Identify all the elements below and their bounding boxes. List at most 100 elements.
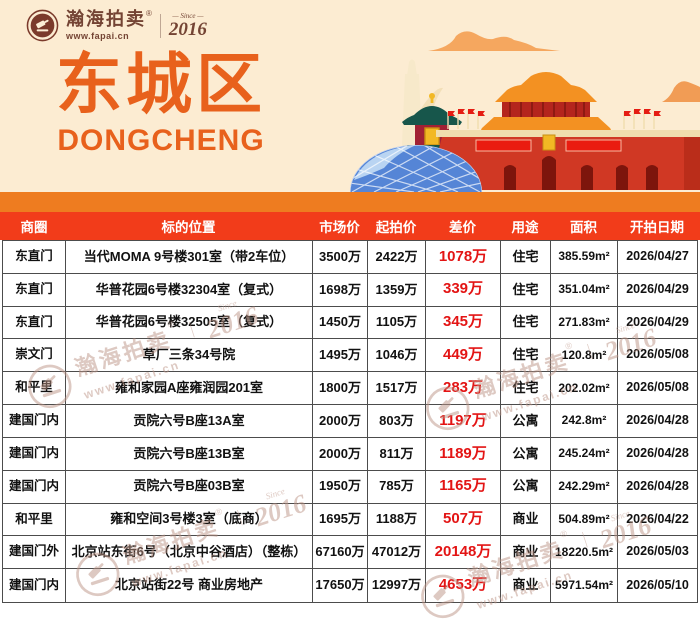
cell-auction-date: 2026/04/28 (617, 405, 697, 437)
cell-area: 385.59m² (550, 241, 617, 273)
cell-use: 住宅 (500, 372, 550, 405)
cell-area: 242.8m² (550, 405, 617, 437)
cell-price-gap: 345万 (425, 306, 500, 339)
table-row: 和平里 雍和家园A座雍润园201室 1800万 1517万 283万 住宅 202.02m²… (3, 372, 697, 406)
cell-district: 建国门内 (8, 445, 59, 460)
cell-auction-date: 2026/05/08 (617, 372, 697, 405)
column-header-auction-date: 开拍日期 (630, 220, 684, 235)
cell-starting-price: 803万 (367, 405, 425, 437)
tiananmen-icon (428, 72, 700, 190)
auction-table: 商圈 标的位置 市场价 起拍价 差价 用途 面积 开拍日期 东直门 当代MOMA 9号楼301室… (0, 212, 700, 603)
district-title-block: 东城区 DONGCHENG (36, 47, 286, 158)
cell-use: 住宅 (500, 273, 550, 306)
cell-starting-price: 1517万 (367, 372, 425, 405)
cell-use: 公寓 (500, 470, 550, 503)
cell-use: 住宅 (500, 339, 550, 372)
cell-district: 和平里 (15, 380, 53, 395)
cell-price-gap: 20148万 (425, 536, 500, 569)
cell-use: 公寓 (500, 437, 550, 470)
cell-district: 东直门 (15, 281, 53, 296)
cell-use: 商业 (500, 503, 550, 536)
cell-district: 和平里 (15, 511, 53, 526)
table-row: 建国门内 贡院六号B座03B室 1950万 785万 1165万 公寓 242.29m² 20… (3, 470, 697, 504)
cell-market-price: 17650万 (312, 569, 367, 602)
cell-market-price: 1950万 (312, 470, 367, 503)
table-row: 和平里 雍和空间3号楼3室（底商） 1695万 1188万 507万 商业 504.89m²… (3, 503, 697, 537)
cell-price-gap: 1078万 (425, 241, 500, 273)
cell-starting-price: 1105万 (367, 306, 425, 339)
cell-location: 北京站东街6号（北京中谷酒店）（整栋） (65, 536, 312, 569)
cell-location: 华普花园6号楼32304室（复式） (65, 273, 312, 306)
cell-starting-price: 2422万 (367, 241, 425, 273)
flags-icon (447, 109, 661, 129)
cell-use: 公寓 (500, 405, 550, 437)
cell-price-gap: 1189万 (425, 437, 500, 470)
cell-price-gap: 1197万 (425, 405, 500, 437)
cell-market-price: 1800万 (312, 372, 367, 405)
cloud-icon (428, 31, 560, 51)
brand-url: www.fapai.cn (66, 31, 130, 41)
cell-starting-price: 1046万 (367, 339, 425, 372)
cell-auction-date: 2026/05/08 (617, 339, 697, 372)
cell-market-price: 67160万 (312, 536, 367, 569)
cell-market-price: 2000万 (312, 405, 367, 437)
brand-name: 瀚海拍卖 (66, 9, 146, 29)
district-title-cn: 东城区 (56, 47, 266, 121)
cell-location: 当代MOMA 9号楼301室（带2车位） (65, 241, 312, 273)
column-header-starting-price: 起拍价 (375, 220, 417, 235)
cell-use: 住宅 (500, 241, 550, 273)
cell-price-gap: 283万 (425, 372, 500, 405)
cell-auction-date: 2026/04/29 (617, 273, 697, 306)
cell-market-price: 1695万 (312, 503, 367, 536)
cell-price-gap: 1165万 (425, 470, 500, 503)
column-header-market-price: 市场价 (319, 220, 360, 235)
cell-area: 242.29m² (550, 470, 617, 503)
brand-logo: 瀚海拍卖® www.fapai.cn — Since — 2016 (26, 9, 207, 42)
cell-district: 东直门 (15, 314, 53, 329)
cell-location: 雍和空间3号楼3室（底商） (65, 503, 312, 536)
cell-area: 351.04m² (550, 273, 617, 306)
brand-divider (159, 13, 161, 38)
table-row: 东直门 华普花园6号楼32304室（复式） 1698万 1359万 339万 住宅 351.… (3, 273, 697, 307)
cell-use: 商业 (500, 569, 550, 602)
table-row: 崇文门 草厂三条34号院 1495万 1046万 449万 住宅 120.8m² 2026/0… (3, 339, 697, 373)
cell-auction-date: 2026/04/29 (617, 306, 697, 339)
cell-location: 雍和家园A座雍润园201室 (65, 372, 312, 405)
brand-registered-mark: ® (146, 9, 152, 18)
cell-auction-date: 2026/05/10 (617, 569, 697, 602)
table-row: 建国门外 北京站东街6号（北京中谷酒店）（整栋） 67160万 47012万 20148… (3, 536, 697, 570)
cell-starting-price: 12997万 (367, 569, 425, 602)
column-header-district: 商圈 (20, 220, 48, 235)
cell-location: 华普花园6号楼32505室（复式） (65, 306, 312, 339)
cell-market-price: 1698万 (312, 273, 367, 306)
table-row: 建国门内 北京站街22号 商业房地产 17650万 12997万 4653万 商业 5971… (3, 569, 697, 602)
cell-use: 住宅 (500, 306, 550, 339)
cell-area: 245.24m² (550, 437, 617, 470)
banner: 瀚海拍卖® www.fapai.cn — Since — 2016 东城区 DO… (0, 0, 700, 192)
cell-location: 北京站街22号 商业房地产 (65, 569, 312, 602)
cell-area: 271.83m² (550, 306, 617, 339)
brand-since-label: — Since — (172, 11, 204, 20)
column-header-use: 用途 (511, 220, 539, 235)
column-header-price-gap: 差价 (449, 220, 476, 235)
district-title-en: DONGCHENG (57, 124, 265, 158)
cell-starting-price: 785万 (367, 470, 425, 503)
cell-market-price: 3500万 (312, 241, 367, 273)
table-body: 东直门 当代MOMA 9号楼301室（带2车位） 3500万 2422万 1078万 住宅… (2, 240, 698, 603)
cell-district: 建国门外 (8, 544, 59, 559)
cell-use: 商业 (500, 536, 550, 569)
cell-market-price: 1450万 (312, 306, 367, 339)
cell-district: 崇文门 (15, 347, 53, 362)
cell-price-gap: 449万 (425, 339, 500, 372)
table-row: 东直门 当代MOMA 9号楼301室（带2车位） 3500万 2422万 1078万 住宅… (3, 241, 697, 274)
cell-area: 120.8m² (550, 339, 617, 372)
cell-market-price: 2000万 (312, 437, 367, 470)
cell-auction-date: 2026/04/22 (617, 503, 697, 536)
table-header-row: 商圈 标的位置 市场价 起拍价 差价 用途 面积 开拍日期 (0, 212, 700, 240)
column-header-area: 面积 (570, 220, 597, 235)
beijing-skyline-illustration (350, 31, 700, 192)
cell-location: 贡院六号B座03B室 (65, 470, 312, 503)
cell-area: 5971.54m² (550, 569, 617, 602)
cell-starting-price: 811万 (367, 437, 425, 470)
table-row: 建国门内 贡院六号B座13A室 2000万 803万 1197万 公寓 242.8m² 202… (3, 405, 697, 438)
